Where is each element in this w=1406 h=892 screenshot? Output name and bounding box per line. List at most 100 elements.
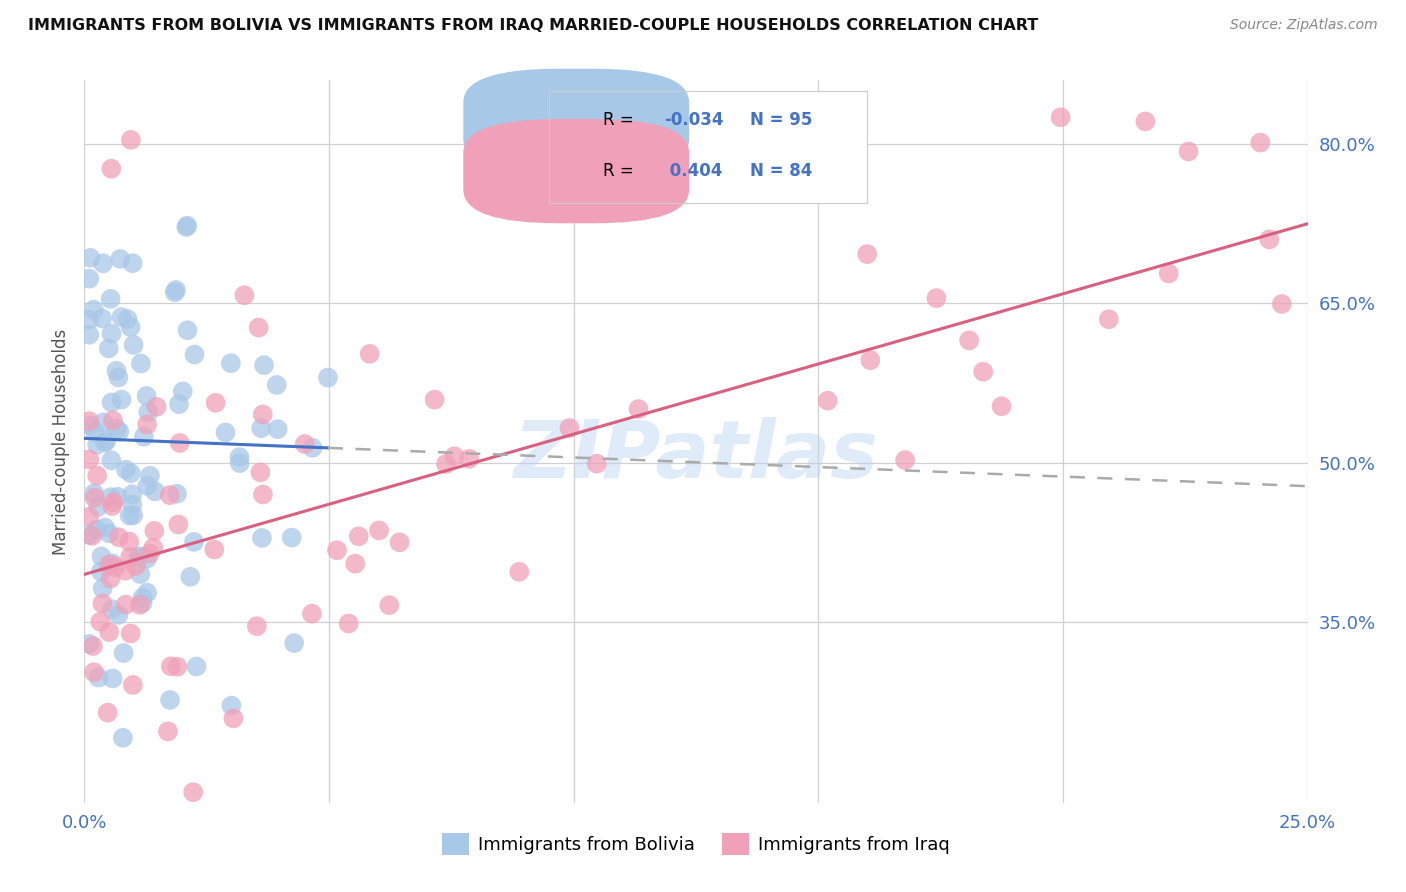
Point bbox=[204, 396, 226, 410]
Point bbox=[252, 408, 274, 422]
Point bbox=[585, 457, 607, 471]
Point bbox=[100, 453, 122, 467]
Point bbox=[1177, 145, 1199, 159]
Point bbox=[110, 392, 132, 407]
Point bbox=[90, 549, 112, 564]
Point bbox=[86, 468, 108, 483]
Point bbox=[101, 602, 124, 616]
Point bbox=[316, 370, 339, 384]
Point bbox=[77, 528, 100, 542]
Point bbox=[120, 133, 142, 147]
Point bbox=[117, 312, 139, 326]
Point bbox=[120, 549, 142, 564]
Point bbox=[957, 334, 980, 348]
Point bbox=[250, 531, 273, 545]
Point bbox=[423, 392, 446, 407]
Point bbox=[87, 500, 110, 514]
Point bbox=[121, 487, 143, 501]
Point bbox=[163, 285, 186, 300]
Point bbox=[174, 219, 197, 234]
Point bbox=[87, 670, 110, 684]
Point bbox=[136, 479, 159, 493]
Point bbox=[249, 466, 271, 480]
Point bbox=[128, 598, 150, 612]
Point bbox=[925, 291, 948, 305]
Point bbox=[856, 247, 879, 261]
Point bbox=[77, 452, 100, 467]
Point bbox=[434, 457, 457, 471]
Point bbox=[990, 399, 1012, 413]
Point bbox=[129, 357, 152, 371]
Point bbox=[93, 416, 115, 430]
Point bbox=[214, 425, 236, 440]
Point bbox=[176, 219, 198, 233]
Point bbox=[83, 491, 105, 505]
Point bbox=[105, 421, 128, 435]
Point bbox=[181, 785, 204, 799]
Point bbox=[79, 418, 101, 433]
Point bbox=[388, 535, 411, 549]
Point bbox=[97, 342, 120, 356]
Point bbox=[135, 389, 157, 403]
Point bbox=[77, 509, 100, 524]
Point bbox=[129, 567, 152, 582]
Point bbox=[894, 453, 917, 467]
Point bbox=[120, 626, 142, 640]
Point bbox=[294, 437, 316, 451]
Point bbox=[166, 659, 188, 673]
Point bbox=[111, 731, 134, 745]
Point bbox=[94, 521, 117, 535]
Point bbox=[143, 484, 166, 499]
Y-axis label: Married-couple Households: Married-couple Households bbox=[52, 328, 70, 555]
Point bbox=[176, 323, 198, 337]
Point bbox=[145, 400, 167, 414]
Point bbox=[859, 353, 882, 368]
Point bbox=[101, 557, 124, 571]
Point bbox=[89, 615, 111, 629]
Point bbox=[114, 564, 136, 578]
Point bbox=[121, 256, 143, 270]
Point bbox=[266, 422, 288, 436]
Point bbox=[122, 508, 145, 523]
Point bbox=[368, 524, 391, 538]
Point bbox=[121, 498, 143, 512]
Point bbox=[128, 549, 150, 564]
Point bbox=[233, 288, 256, 302]
Point bbox=[98, 625, 121, 640]
Point bbox=[100, 326, 122, 341]
Point bbox=[114, 598, 136, 612]
Point bbox=[83, 302, 105, 317]
Point bbox=[250, 421, 273, 435]
Point bbox=[100, 571, 122, 585]
Point bbox=[143, 524, 166, 538]
Point bbox=[183, 347, 205, 361]
Point bbox=[344, 557, 367, 571]
Point bbox=[165, 283, 187, 297]
Point bbox=[77, 312, 100, 326]
Point bbox=[79, 637, 101, 651]
Point bbox=[80, 529, 103, 543]
Point bbox=[100, 395, 122, 409]
Point bbox=[83, 486, 105, 500]
Point bbox=[125, 558, 148, 573]
Point bbox=[252, 487, 274, 501]
Point bbox=[110, 310, 132, 324]
Point bbox=[131, 591, 153, 605]
Point bbox=[136, 405, 159, 419]
Point bbox=[101, 499, 124, 513]
Point bbox=[105, 364, 128, 378]
Point bbox=[94, 435, 117, 450]
Point bbox=[347, 529, 370, 543]
Point bbox=[166, 487, 188, 501]
Point bbox=[82, 639, 104, 653]
Point bbox=[107, 490, 129, 504]
Point bbox=[107, 607, 129, 622]
Point bbox=[98, 526, 121, 541]
Text: ZIPatlas: ZIPatlas bbox=[513, 417, 879, 495]
Point bbox=[97, 558, 120, 572]
Point bbox=[172, 384, 194, 399]
Point bbox=[159, 488, 181, 502]
Point bbox=[222, 711, 245, 725]
Point bbox=[136, 551, 159, 566]
Point bbox=[159, 693, 181, 707]
